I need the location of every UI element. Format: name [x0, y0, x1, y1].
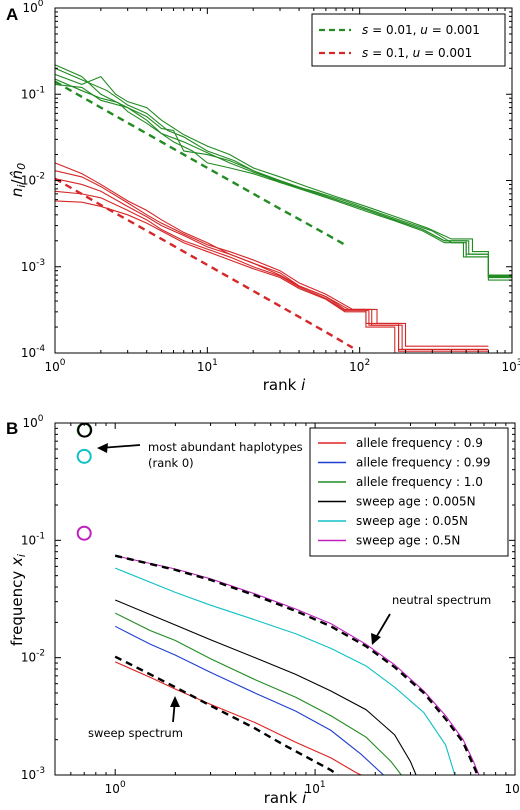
panel-a-ylabel: ni/n̂0	[8, 163, 28, 197]
annotation-arrow-head	[97, 443, 108, 453]
panel-a-x-tick-label: 102	[349, 358, 370, 374]
rank0-point	[76, 448, 92, 464]
panel-a-series-line	[55, 170, 489, 347]
panel-a-legend-box	[311, 13, 506, 67]
panel-a-series-line	[55, 162, 489, 350]
panel-a-y-tick-label: 100	[22, 0, 43, 15]
panel-b-y-tick-label: 10-2	[21, 649, 45, 665]
panel-a-series-line	[55, 83, 512, 278]
panel-b-series-line-dashed	[114, 554, 479, 775]
panel-a-letter: A	[6, 5, 18, 24]
legend-label: sweep age : 0.005N	[356, 495, 476, 509]
panel-a-series-line	[55, 73, 512, 276]
panel-a-y-tick-label: 10-2	[21, 172, 45, 188]
annotation-most-abundant-text: most abundant haplotypes	[148, 440, 303, 454]
panel-a-y-tick-label: 10-1	[21, 85, 45, 101]
panel-b-x-tick-label: 100	[105, 780, 126, 796]
panel-a-series-line-dashed	[55, 177, 354, 349]
panel-a-legend: s = 0.01, u = 0.001 s = 0.1, u = 0.001	[311, 13, 506, 67]
panel-a-x-tick-label: 103	[501, 358, 520, 374]
legend-label: sweep age : 0.05N	[356, 514, 468, 528]
rank0-point	[76, 525, 92, 541]
legend-label-green: s = 0.01, u = 0.001	[362, 23, 480, 37]
annotation-sweep-arrow-head	[170, 696, 180, 707]
legend-label: sweep age : 0.5N	[356, 534, 460, 548]
panel-b-legend-box	[309, 427, 509, 557]
panel-b-x-tick-label: 102	[504, 780, 520, 796]
panel-a-x-tick-label: 100	[44, 358, 65, 374]
annotation-sweep-spectrum: sweep spectrum	[88, 696, 183, 740]
panel-a: A 100 101 102 103 10-4 10-3 10-2 10-1 100 rank i…	[6, 0, 520, 394]
panel-b-series-line	[114, 661, 362, 775]
panel-a-series-line-dashed	[55, 80, 346, 246]
panel-a-xlabel: rank i	[263, 376, 306, 394]
panel-a-y-tick-label: 10-3	[21, 258, 45, 274]
panel-a-y-tick-label: 10-4	[21, 344, 46, 360]
panel-b-ylabel: frequency xi	[8, 554, 28, 646]
panel-b-legend: allele frequency : 0.9 allele frequency :…	[309, 427, 509, 557]
panel-b: B 100 101 102 10-3 10-2 10-1 100 rank i freque…	[6, 414, 520, 807]
legend-label: allele frequency : 0.99	[356, 456, 491, 470]
annotation-neutral-arrow-head	[371, 633, 381, 645]
panel-b-series-line	[115, 555, 480, 775]
panel-a-x-tick-label: 101	[197, 358, 218, 374]
annotation-neutral-spectrum: neutral spectrum	[371, 593, 491, 645]
panel-b-letter: B	[6, 419, 18, 438]
panel-a-ticks: 100 101 102 103 10-4 10-3 10-2 10-1 100	[21, 0, 520, 374]
annotation-neutral-text: neutral spectrum	[392, 593, 491, 607]
panel-b-y-tick-label: 100	[22, 414, 43, 430]
annotation-rank0-text: (rank 0)	[148, 456, 194, 470]
legend-label: allele frequency : 1.0	[356, 475, 483, 489]
annotation-sweep-text: sweep spectrum	[88, 726, 183, 740]
panel-b-series-line	[114, 599, 417, 775]
panel-b-series-line	[114, 625, 384, 775]
panel-b-xlabel: rank i	[264, 789, 307, 807]
legend-label: allele frequency : 0.9	[356, 436, 483, 450]
panel-a-series-line	[55, 64, 512, 281]
panel-a-series-line	[55, 178, 489, 352]
panel-b-y-tick-label: 10-1	[21, 531, 45, 547]
panel-a-series-line	[55, 200, 489, 353]
panel-a-series-line	[55, 78, 512, 277]
panel-b-ticks: 100 101 102 10-3 10-2 10-1 100	[21, 414, 520, 796]
panel-b-legend-entries: allele frequency : 0.9 allele frequency :…	[318, 436, 491, 548]
panel-b-series-line	[114, 567, 456, 775]
panel-b-x-tick-label: 101	[305, 780, 326, 796]
panel-a-series-line	[55, 190, 489, 350]
panel-b-series	[114, 554, 480, 775]
annotation-most-abundant: most abundant haplotypes (rank 0)	[97, 440, 303, 470]
panel-b-axes-frame	[54, 422, 516, 776]
panel-b-series-line-dashed	[114, 655, 339, 775]
panel-a-series	[55, 64, 512, 353]
panel-b-series-line	[114, 612, 402, 775]
panel-b-rank0-points	[76, 422, 93, 541]
panel-b-y-tick-label: 10-3	[21, 766, 45, 782]
legend-label-red: s = 0.1, u = 0.001	[362, 46, 472, 60]
